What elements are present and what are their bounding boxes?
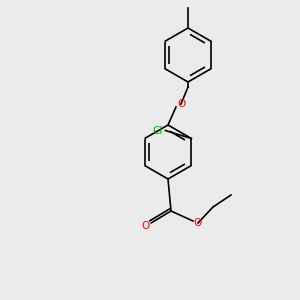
Text: O: O — [194, 218, 202, 228]
Text: Cl: Cl — [152, 125, 163, 136]
Text: O: O — [142, 221, 150, 231]
Text: O: O — [177, 99, 185, 109]
